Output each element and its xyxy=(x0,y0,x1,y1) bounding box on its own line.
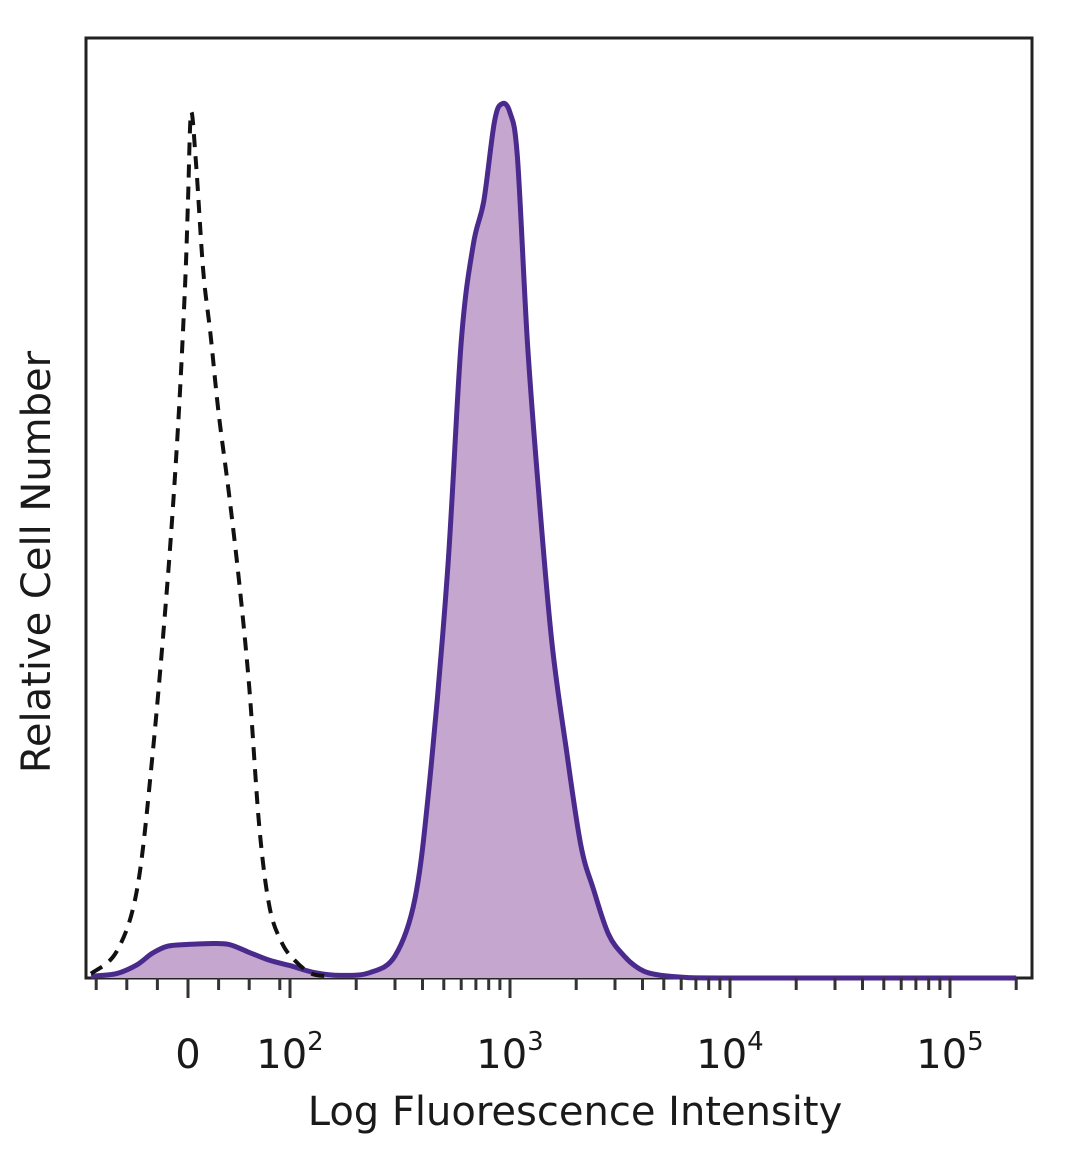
x-tick-label: 103 xyxy=(476,1027,543,1078)
x-tick-label: 0 xyxy=(175,1032,200,1078)
series-2-area xyxy=(91,103,1017,979)
x-tick-label: 104 xyxy=(696,1027,763,1078)
x-tick-label: 102 xyxy=(256,1027,323,1078)
x-axis-ticks xyxy=(94,978,1018,998)
series-1-line xyxy=(89,110,329,979)
x-axis-tick-labels: 0 102 103 104 105 xyxy=(175,1027,983,1078)
series-2-line xyxy=(90,100,1017,981)
series-layer xyxy=(89,100,1017,981)
x-tick-label: 105 xyxy=(916,1027,983,1078)
y-axis-title: Relative Cell Number xyxy=(14,350,60,773)
x-axis-title: Log Fluorescence Intensity xyxy=(308,1089,843,1135)
